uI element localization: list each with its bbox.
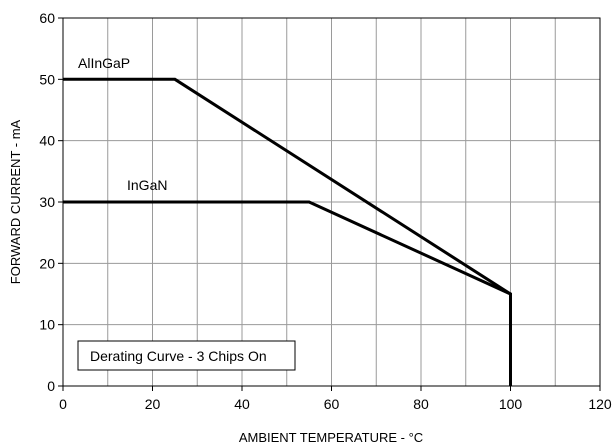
x-tick-label: 60 [324,396,340,412]
series-line-ingan [63,200,512,386]
x-tick-label: 20 [145,396,161,412]
annotation-text: Derating Curve - 3 Chips On [90,348,267,364]
series-label-ingan: InGaN [127,177,167,193]
x-tick-label: 80 [413,396,429,412]
x-tick-label: 100 [499,396,523,412]
x-tick-label: 120 [588,396,612,412]
y-tick-label: 50 [39,71,55,87]
y-tick-label: 40 [39,133,55,149]
x-tick-label: 40 [234,396,250,412]
tick-group: 0 20 40 60 80 100 120 0 10 20 30 40 50 60 [39,10,611,412]
series-group [63,77,512,386]
x-axis-title: AMBIENT TEMPERATURE - °C [239,430,423,445]
y-tick-label: 10 [39,317,55,333]
y-tick-label: 20 [39,255,55,271]
annotation-box: Derating Curve - 3 Chips On [77,340,296,371]
y-axis-title: FORWARD CURRENT - mA [8,119,23,284]
series-label-alingap: AlInGaP [78,55,130,71]
y-tick-label: 0 [47,378,55,394]
y-tick-label: 60 [39,10,55,26]
y-tick-label: 30 [39,194,55,210]
x-tick-label: 0 [59,396,67,412]
